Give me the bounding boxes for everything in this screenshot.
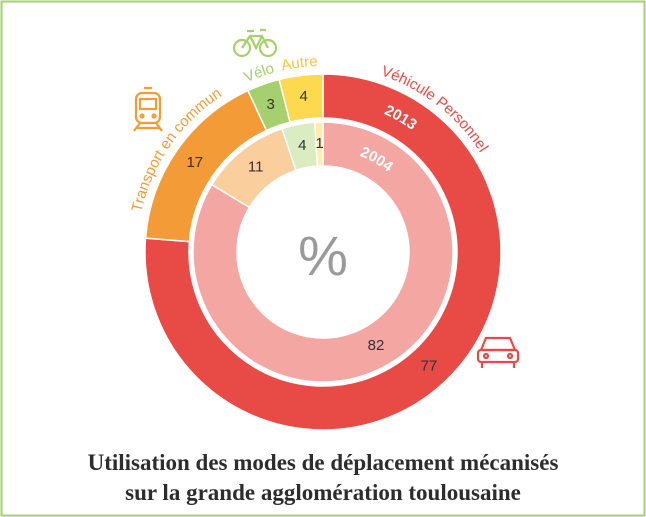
center-label: %	[298, 224, 348, 287]
train-icon	[133, 86, 163, 132]
value-label: 1	[315, 135, 323, 152]
chart-title: sur la grande agglomération toulousaine	[125, 480, 521, 505]
ring-segment	[192, 121, 454, 383]
value-label: 4	[299, 88, 307, 105]
value-label: 77	[421, 357, 438, 374]
category-label-path: Autre	[280, 53, 318, 74]
bike-icon	[232, 28, 278, 58]
category-label: Autre	[280, 53, 318, 74]
ring-segment	[313, 121, 324, 167]
rings	[144, 73, 502, 431]
ring-segment	[144, 73, 502, 431]
value-label: 17	[186, 154, 203, 171]
value-label: 3	[266, 96, 274, 113]
value-label: 11	[248, 159, 264, 176]
ring-segment	[278, 73, 324, 124]
value-label: 4	[298, 137, 306, 154]
car-icon	[476, 336, 520, 368]
chart-title: Utilisation des modes de déplacement méc…	[88, 450, 559, 475]
value-label: 82	[368, 337, 385, 354]
